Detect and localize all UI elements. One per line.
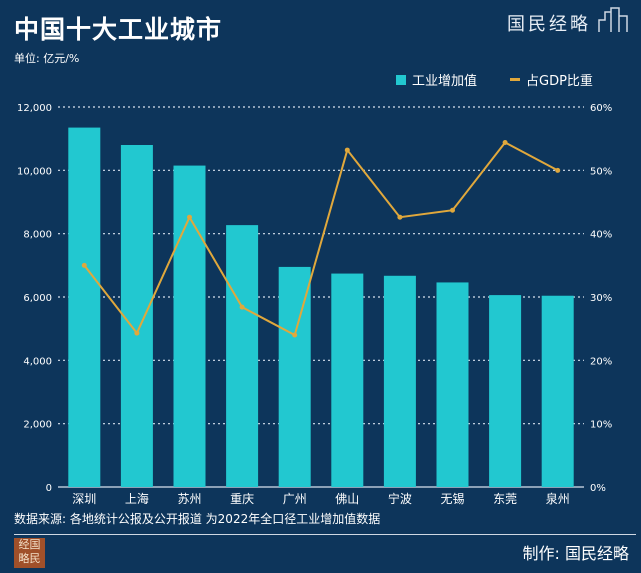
line-point-深圳 — [81, 262, 87, 268]
bar-无锡 — [436, 282, 469, 487]
x-tick-label: 重庆 — [230, 492, 254, 506]
line-point-重庆 — [239, 304, 245, 310]
legend-bar: 工业增加值 — [396, 70, 477, 89]
y-tick-label: 4,000 — [23, 356, 52, 367]
bar-佛山 — [331, 273, 364, 487]
x-tick-label: 东莞 — [493, 492, 517, 506]
y2-tick-label: 10% — [590, 420, 612, 431]
x-tick-label: 无锡 — [440, 491, 464, 506]
y-tick-label: 10,000 — [17, 166, 52, 177]
line-point-宁波 — [397, 214, 403, 220]
y-tick-label: 0 — [46, 483, 52, 494]
y2-tick-label: 20% — [590, 356, 612, 367]
legend-bar-label: 工业增加值 — [412, 74, 478, 89]
y-tick-label: 2,000 — [23, 420, 52, 431]
y2-tick-label: 0% — [590, 483, 606, 494]
unit-label: 单位: 亿元/% — [14, 52, 80, 65]
divider — [14, 534, 636, 535]
x-tick-label: 上海 — [125, 491, 149, 506]
line-point-东莞 — [502, 139, 508, 145]
maker-credit: 制作: 国民经略 — [522, 544, 629, 563]
x-tick-label: 佛山 — [335, 492, 359, 506]
line-point-泉州 — [555, 167, 561, 173]
bar-泉州 — [541, 295, 574, 487]
bar-苏州 — [173, 165, 206, 488]
source-note: 数据来源: 各地统计公报及公开报道 为2022年全口径工业增加值数据 — [14, 512, 381, 526]
legend-line-swatch — [510, 78, 520, 81]
chart-title: 中国十大工业城市 — [14, 15, 223, 44]
y-tick-label: 8,000 — [23, 230, 52, 241]
line-point-上海 — [134, 330, 140, 336]
y2-tick-label: 40% — [590, 230, 612, 241]
x-tick-label: 泉州 — [546, 492, 570, 506]
seal-logo: 经国 略民 — [14, 538, 45, 568]
bar-东莞 — [489, 295, 522, 487]
x-tick-label: 广州 — [283, 492, 307, 506]
legend-line: 占GDP比重 — [510, 70, 593, 89]
brand-logo: 国民经略 — [507, 14, 591, 35]
line-point-广州 — [292, 332, 298, 338]
y-tick-label: 6,000 — [23, 293, 52, 304]
bar-重庆 — [226, 225, 259, 487]
line-point-无锡 — [450, 207, 455, 213]
x-tick-label: 宁波 — [388, 491, 412, 506]
x-tick-label: 苏州 — [177, 492, 201, 506]
legend-line-label: 占GDP比重 — [526, 74, 593, 89]
x-tick-label: 深圳 — [72, 492, 96, 506]
building-icon — [598, 7, 628, 32]
y2-tick-label: 30% — [590, 293, 612, 304]
y2-tick-label: 50% — [590, 166, 612, 177]
bar-宁波 — [383, 275, 416, 487]
bar-上海 — [120, 145, 153, 487]
bar-深圳 — [68, 127, 101, 487]
y-tick-label: 12,000 — [17, 103, 52, 114]
line-series — [83, 141, 559, 337]
bar-广州 — [278, 266, 311, 487]
line-point-佛山 — [344, 147, 350, 153]
legend-bar-swatch — [396, 74, 406, 85]
y2-tick-label: 60% — [590, 103, 612, 114]
line-point-苏州 — [187, 214, 192, 220]
